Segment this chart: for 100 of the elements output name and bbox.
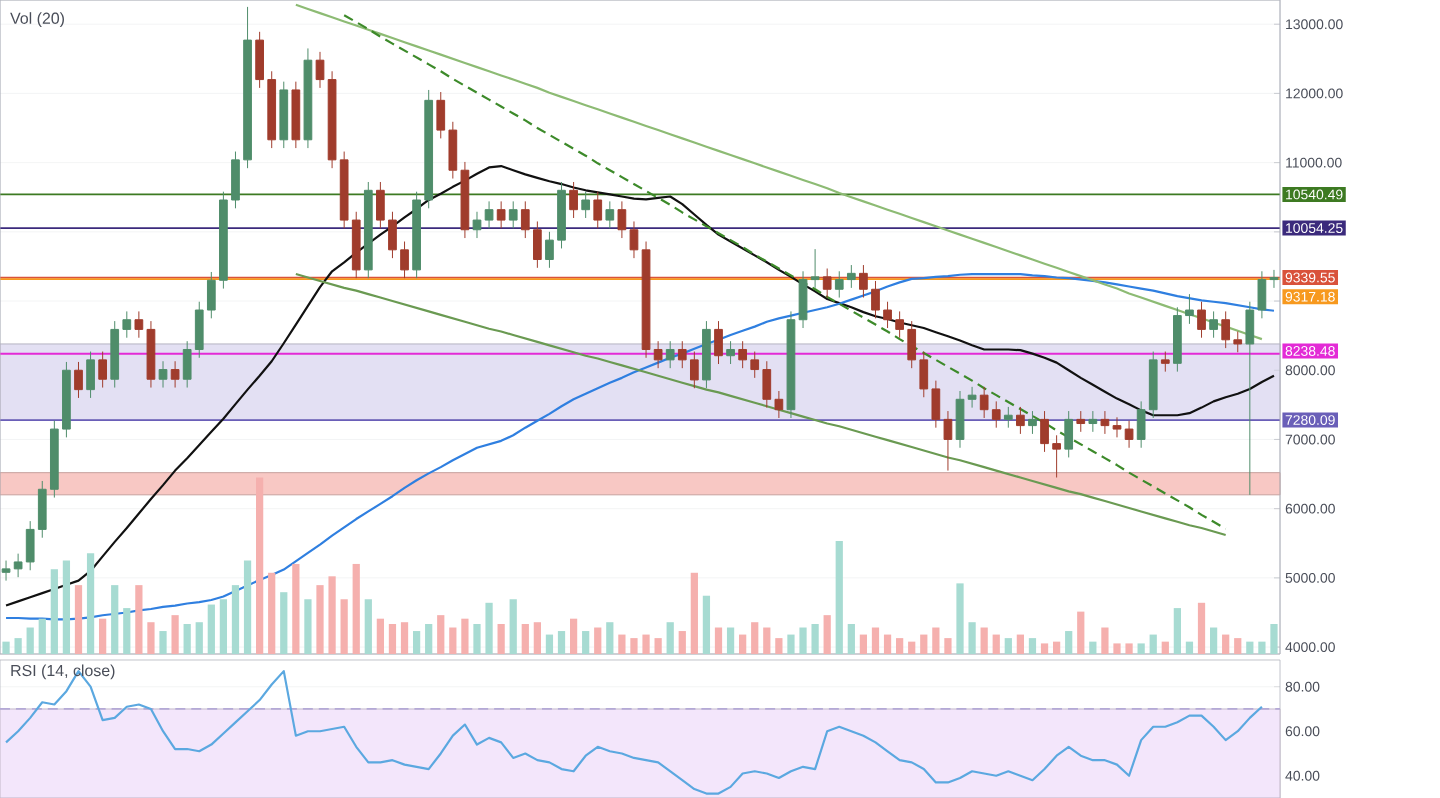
- bar: [328, 576, 336, 654]
- bar: [799, 627, 807, 654]
- candlestick: [1003, 406, 1013, 429]
- bar: [726, 627, 735, 654]
- bar: [1137, 643, 1145, 654]
- candlestick: [569, 181, 578, 219]
- bar: [461, 618, 469, 654]
- bar: [702, 595, 711, 654]
- bar: [280, 592, 288, 654]
- bar: [388, 623, 397, 654]
- bar: [1113, 643, 1121, 654]
- candlestick: [1076, 410, 1086, 433]
- candlestick: [714, 320, 723, 365]
- bar: [1246, 641, 1254, 654]
- bar: [473, 623, 481, 654]
- bar: [666, 622, 674, 654]
- bar: [1016, 634, 1025, 654]
- bar: [823, 615, 831, 654]
- bar: [352, 563, 360, 654]
- bar: [26, 627, 34, 654]
- bar: [1028, 638, 1037, 654]
- bar: [1234, 638, 1242, 654]
- bar: [980, 627, 988, 654]
- bar: [38, 618, 46, 654]
- bar: [497, 623, 505, 654]
- bar: [74, 585, 83, 654]
- bar: [292, 563, 300, 654]
- bar: [630, 638, 638, 654]
- bar: [582, 631, 590, 654]
- candlestick: [726, 340, 735, 365]
- bar: [171, 615, 179, 654]
- bar: [678, 631, 686, 654]
- candlestick: [98, 351, 108, 389]
- bar: [1185, 641, 1194, 654]
- bar: [847, 623, 855, 654]
- bar: [594, 627, 602, 654]
- bar: [968, 622, 976, 654]
- bar: [400, 622, 409, 654]
- candlestick: [786, 310, 796, 419]
- bar: [425, 623, 433, 654]
- bar: [485, 602, 493, 654]
- bar: [714, 627, 723, 654]
- bar: [642, 634, 650, 654]
- bar: [159, 631, 167, 654]
- candlestick: [1016, 406, 1025, 435]
- bar: [1040, 643, 1049, 654]
- bar: [376, 618, 385, 654]
- bar: [606, 622, 614, 654]
- bar: [871, 627, 880, 654]
- bar: [956, 583, 964, 654]
- bar: [1149, 634, 1157, 654]
- bar: [1089, 641, 1097, 654]
- candlestick: [822, 268, 832, 299]
- bar: [545, 634, 554, 654]
- bar: [1101, 627, 1109, 654]
- candlestick: [1197, 301, 1206, 339]
- bar: [1052, 641, 1061, 654]
- candlestick: [170, 360, 180, 389]
- candlestick: [279, 81, 289, 149]
- bar: [932, 627, 940, 654]
- bar: [1270, 623, 1278, 654]
- bar: [920, 634, 928, 654]
- bar: [896, 638, 904, 654]
- bar: [557, 631, 566, 654]
- bar: [775, 638, 783, 654]
- bar: [521, 623, 529, 654]
- bar: [835, 540, 843, 654]
- bar: [1125, 643, 1133, 654]
- bar: [883, 634, 892, 654]
- bar: [86, 553, 95, 654]
- bar: [763, 627, 771, 654]
- bar: [533, 622, 541, 654]
- bar: [437, 615, 445, 654]
- candlestick: [1160, 351, 1170, 373]
- bar: [1209, 627, 1218, 654]
- candlestick: [1088, 410, 1098, 433]
- bar: [340, 599, 348, 654]
- bar: [1173, 608, 1181, 654]
- bar: [751, 622, 759, 654]
- bar: [787, 634, 795, 654]
- bar: [50, 569, 58, 654]
- bar: [2, 641, 10, 654]
- candlestick: [303, 47, 313, 149]
- candlestick: [496, 200, 506, 229]
- bar: [183, 623, 191, 654]
- bar: [1222, 634, 1230, 654]
- bar: [1077, 611, 1085, 654]
- bar: [62, 560, 71, 654]
- bar: [412, 631, 421, 654]
- candlestick: [291, 81, 301, 149]
- bar: [268, 572, 276, 654]
- bar: [135, 585, 143, 654]
- bar: [243, 560, 252, 654]
- bar: [364, 599, 372, 654]
- bar: [14, 638, 22, 654]
- bar: [219, 599, 228, 654]
- candlestick: [86, 351, 95, 399]
- bar: [618, 634, 626, 654]
- bar: [123, 608, 131, 654]
- bar: [992, 634, 1000, 654]
